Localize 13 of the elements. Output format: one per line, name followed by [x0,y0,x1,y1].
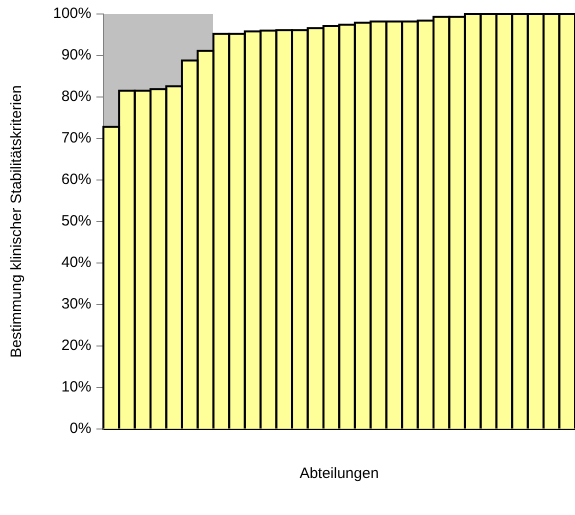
x-axis-title: Abteilungen [300,465,379,482]
y-tick-label: 10% [61,378,92,396]
y-tick-label: 100% [52,5,92,22]
y-tick-label: 80% [61,88,92,106]
y-tick-label: 40% [61,254,92,272]
y-tick-label: 30% [61,296,92,313]
y-tick-label: 90% [61,46,92,64]
y-tick-label: 70% [61,130,92,147]
y-tick-label: 50% [61,212,92,230]
y-tick-label: 20% [61,337,92,354]
y-tick-label: 60% [61,171,92,188]
y-tick-label: 0% [70,420,92,438]
y-axis-title: Bestimmung klinischer Stabilitätskriterien [8,85,26,358]
